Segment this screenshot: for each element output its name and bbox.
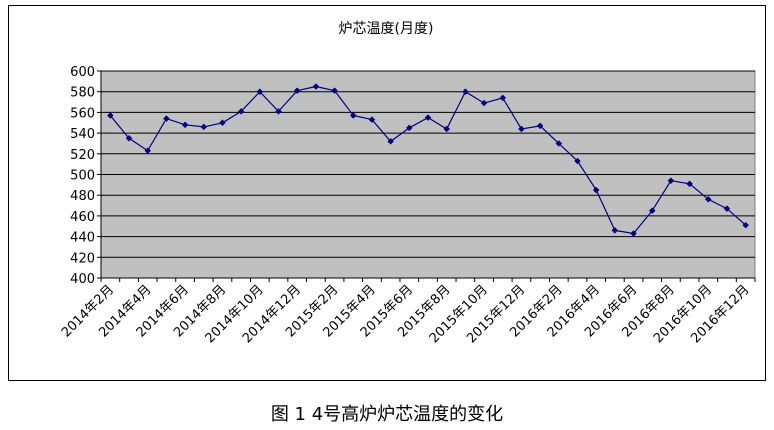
data-point	[163, 115, 170, 122]
data-point	[312, 83, 320, 90]
y-tick-label: 500	[70, 169, 95, 184]
plot-area: 4004204404604805005205405605806002014年2月…	[59, 65, 756, 346]
y-tick-label: 540	[70, 127, 95, 142]
data-point	[200, 123, 208, 131]
y-tick-label: 460	[70, 210, 95, 225]
data-point	[275, 108, 282, 115]
data-point	[368, 116, 376, 123]
data-point	[405, 124, 413, 132]
data-point	[387, 138, 394, 145]
data-point	[106, 112, 114, 119]
data-point	[667, 177, 675, 185]
data-point	[462, 88, 469, 96]
data-point	[293, 87, 301, 95]
data-point	[686, 180, 693, 188]
data-point	[704, 195, 712, 203]
data-point	[723, 205, 731, 213]
data-point	[219, 119, 226, 127]
data-point	[611, 227, 619, 234]
y-tick-label: 440	[70, 231, 95, 246]
data-point	[125, 134, 133, 142]
y-tick-label: 480	[70, 189, 95, 204]
data-point	[144, 147, 152, 155]
data-point	[648, 207, 656, 215]
data-point	[574, 157, 581, 165]
data-point	[518, 125, 525, 133]
data-point	[256, 88, 264, 96]
data-point	[181, 121, 189, 129]
data-point	[592, 186, 600, 194]
chart-title: 炉芯温度(月度)	[339, 21, 434, 37]
y-tick-label: 400	[70, 272, 95, 287]
data-point	[443, 125, 451, 133]
data-point	[742, 221, 750, 229]
y-tick-label: 520	[70, 148, 95, 163]
chart-frame: 炉芯温度(月度) 400 420 440 460 480 500 520 540 560 580 6…	[8, 5, 766, 381]
data-point	[349, 112, 357, 119]
line-chart: 炉芯温度(月度) 400 420 440 460 480 500 520 540 560 580 6…	[59, 21, 756, 346]
data-point	[424, 114, 432, 121]
y-tick-label: 600	[70, 65, 95, 80]
data-point	[480, 99, 488, 107]
y-tick-label: 560	[70, 106, 95, 121]
data-point	[331, 87, 338, 95]
figure-caption: 图 1 4号高炉炉芯温度的变化	[270, 404, 504, 425]
y-tick-label: 580	[70, 86, 95, 101]
data-point	[237, 108, 245, 115]
data-point	[630, 230, 637, 237]
data-point	[536, 122, 544, 130]
data-point	[499, 94, 507, 102]
data-point	[555, 140, 563, 147]
y-tick-label: 420	[70, 251, 95, 266]
